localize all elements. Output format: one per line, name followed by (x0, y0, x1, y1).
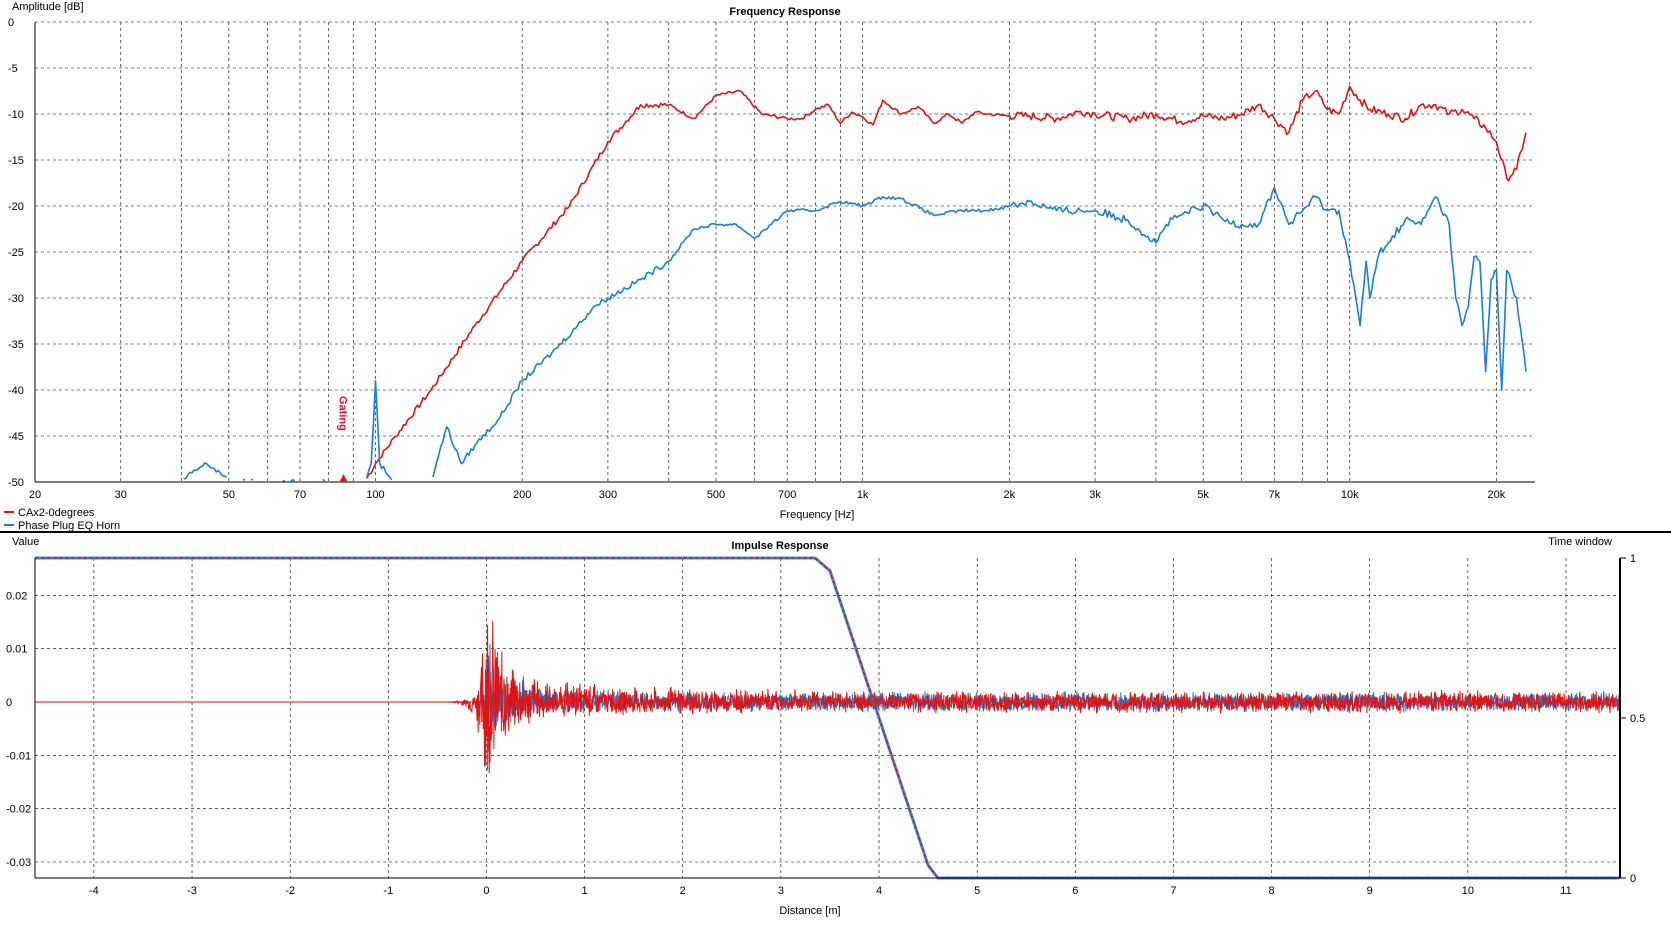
legend-label-cax2: CAx2-0degrees (18, 507, 95, 519)
ir-xtick-label: 11 (1560, 885, 1571, 897)
frequency-response-series (183, 85, 1527, 482)
legend-item-phase-plug[interactable]: Phase Plug EQ Horn (4, 520, 120, 532)
ir-xtick-label: 6 (1072, 885, 1078, 897)
ir-ytick-label: -0.01 (6, 750, 31, 762)
fr-ytick-label: -45 (8, 431, 24, 443)
ir-xtick-label: 7 (1170, 885, 1176, 897)
ir-xtick-label: 9 (1367, 885, 1373, 897)
fr-xtick-label: 7k (1269, 489, 1281, 501)
ir-ytick-label: -0.03 (6, 857, 31, 869)
ir-xtick-label: -1 (383, 885, 393, 897)
ir-xtick-label: 4 (876, 885, 882, 897)
fr-series-line-1 (183, 186, 1527, 482)
frequency-response-y-label: Amplitude [dB] (12, 1, 84, 13)
fr-ytick-label: -40 (8, 385, 24, 397)
fr-ytick-label: 0 (8, 17, 14, 29)
impulse-response-y-label: Value (12, 536, 39, 548)
ir-y2tick-label: 0 (1630, 873, 1636, 885)
fr-xtick-label: 2k (1003, 489, 1015, 501)
fr-xtick-label: 10k (1341, 489, 1359, 501)
ir-xtick-label: 1 (582, 885, 588, 897)
ir-y2tick-label: 1 (1630, 553, 1636, 565)
ir-xtick-label: 5 (974, 885, 980, 897)
frequency-response-ticks: 0 -5 -10 -15 -20 -25 -30 -35 -40 -45 -50 20 30 50 70 10… (8, 17, 1506, 501)
impulse-response-grid (35, 558, 1620, 878)
fr-series-line-0 (366, 85, 1527, 479)
ir-ytick-label: 0.02 (6, 590, 27, 602)
frequency-response-x-label: Frequency [Hz] (780, 509, 855, 521)
fr-ytick-label: -5 (8, 63, 18, 75)
gating-marker[interactable]: Gating (337, 396, 349, 482)
legend-label-phase-plug: Phase Plug EQ Horn (18, 520, 120, 532)
fr-xtick-label: 3k (1089, 489, 1101, 501)
ir-xtick-label: 3 (778, 885, 784, 897)
ir-xtick-label: -4 (89, 885, 99, 897)
legend: CAx2-0degrees Phase Plug EQ Horn (4, 507, 120, 532)
ir-y2tick-label: 0.5 (1630, 713, 1645, 725)
fr-xtick-label: 700 (778, 489, 796, 501)
fr-xtick-label: 70 (294, 489, 306, 501)
frequency-response-grid (34, 21, 1535, 483)
ir-xtick-label: 0 (483, 885, 489, 897)
fr-xtick-label: 20 (29, 489, 41, 501)
gating-marker-arrow (339, 474, 348, 482)
fr-xtick-label: 5k (1197, 489, 1209, 501)
fr-ytick-label: -10 (8, 109, 24, 121)
ir-xtick-label: 10 (1462, 885, 1474, 897)
gating-marker-label: Gating (337, 396, 349, 431)
fr-xtick-label: 30 (115, 489, 127, 501)
impulse-response-title: Impulse Response (731, 540, 828, 552)
fr-ytick-label: -20 (8, 201, 24, 213)
ir-ytick-label: 0.01 (6, 644, 27, 656)
impulse-response-plot-area[interactable] (35, 558, 1620, 878)
legend-item-cax2[interactable]: CAx2-0degrees (4, 507, 95, 519)
fr-xtick-label: 50 (223, 489, 235, 501)
ir-ytick-label: 0 (6, 697, 12, 709)
ir-xtick-label: -3 (187, 885, 197, 897)
fr-xtick-label: 500 (707, 489, 725, 501)
impulse-response-y2-label: Time window (1548, 536, 1612, 548)
fr-ytick-label: -15 (8, 155, 24, 167)
impulse-response-x-label: Distance [m] (779, 905, 840, 917)
fr-ytick-label: -25 (8, 247, 24, 259)
frequency-response-title: Frequency Response (729, 6, 840, 18)
frequency-response-panel[interactable]: 0 -5 -10 -15 -20 -25 -30 -35 -40 -45 -50 20 30 50 70 10… (8, 1, 1535, 521)
fr-xtick-label: 100 (366, 489, 384, 501)
fr-ytick-label: -50 (8, 477, 24, 489)
fr-ytick-label: -35 (8, 339, 24, 351)
ir-ytick-label: -0.02 (6, 804, 31, 816)
ir-xtick-label: 2 (680, 885, 686, 897)
fr-xtick-label: 200 (513, 489, 531, 501)
fr-xtick-label: 1k (857, 489, 869, 501)
fr-xtick-label: 300 (599, 489, 617, 501)
ir-xtick-label: 8 (1269, 885, 1275, 897)
fr-ytick-label: -30 (8, 293, 24, 305)
impulse-response-panel[interactable]: -4 -3 -2 -1 0 1 2 3 4 5 6 7 8 9 10 110.020.010-0.01-0.0… (6, 536, 1645, 917)
ir-series-line-0 (34, 621, 1621, 774)
fr-xtick-label: 20k (1488, 489, 1506, 501)
impulse-response-ticks: -4 -3 -2 -1 0 1 2 3 4 5 6 7 8 9 10 110.020.010-0.01-0.0… (6, 553, 1645, 897)
ir-xtick-label: -2 (285, 885, 295, 897)
